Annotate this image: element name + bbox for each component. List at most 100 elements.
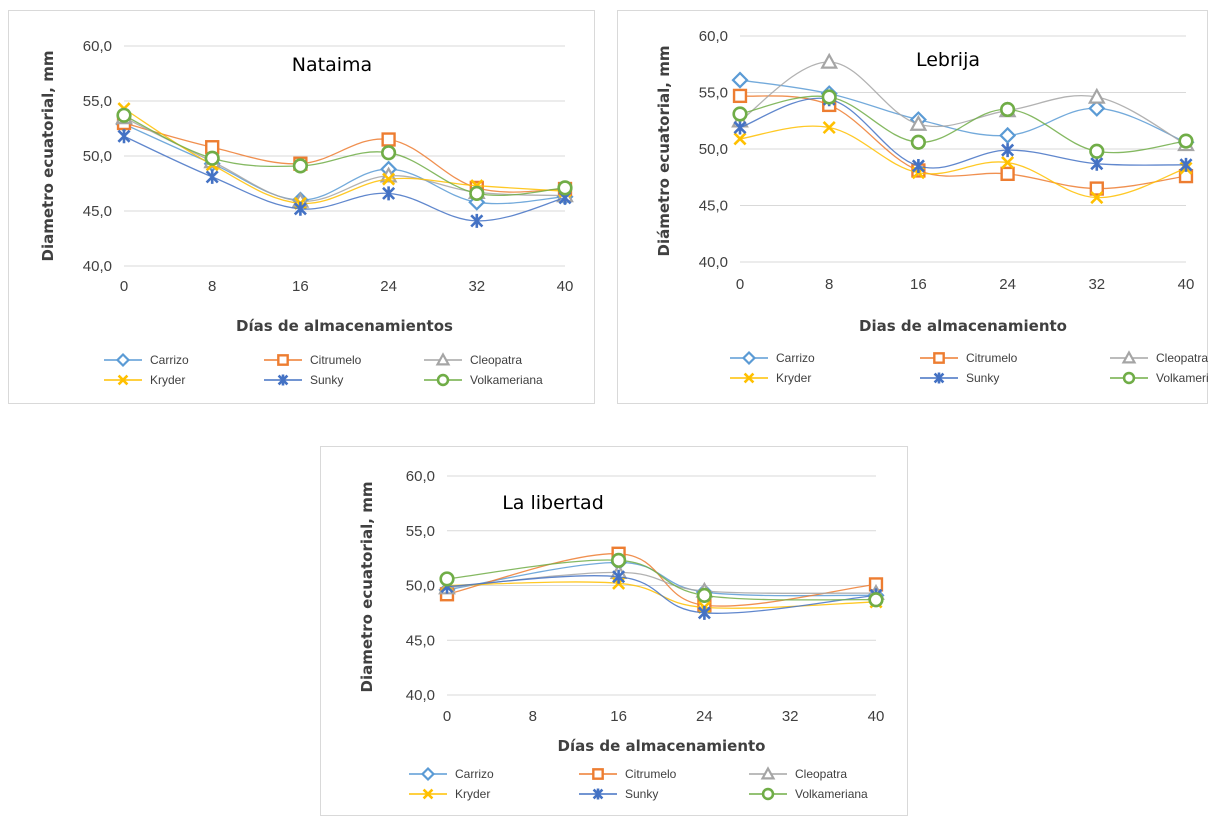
y-tick-label: 50,0 <box>83 148 112 165</box>
data-point <box>611 552 627 568</box>
legend-label: Volkameriana <box>470 373 543 387</box>
legend-item-kryder: Kryder <box>409 787 490 801</box>
legend-item-volkameriana: Volkameriana <box>1110 371 1209 385</box>
x-tick-label: 32 <box>1088 276 1105 293</box>
legend-label: Volkameriana <box>1156 371 1209 385</box>
chart-panel-lebrija: 40,0 45,0 50,0 55,0 60,0 0 8 16 24 32 40 Lebrija Diá… <box>617 10 1209 404</box>
legend-marker <box>761 787 775 801</box>
x-tick-label: 32 <box>782 708 799 725</box>
data-point <box>205 169 219 184</box>
series-citrumelo <box>732 88 1194 196</box>
y-tick-label: 40,0 <box>83 258 112 275</box>
data-point <box>732 106 748 122</box>
series-kryder <box>733 121 1193 205</box>
legend-label: Cleopatra <box>795 767 847 781</box>
x-tick-label: 0 <box>120 278 128 295</box>
y-tick-label: 50,0 <box>406 578 435 595</box>
gridlines <box>447 475 876 696</box>
chart-title: Nataima <box>292 54 372 76</box>
legend: Carrizo Citrumelo Cleopatra Kryder Sunky Volk… <box>409 766 868 801</box>
x-tick-label: 16 <box>910 276 927 293</box>
legend-marker <box>420 766 436 782</box>
series-line <box>446 575 877 614</box>
chart-title: La libertad <box>502 492 604 514</box>
legend-item-volkameriana: Volkameriana <box>424 373 543 387</box>
x-tick-label: 0 <box>443 708 451 725</box>
data-point <box>381 145 397 161</box>
data-point <box>293 201 307 216</box>
y-tick-label: 55,0 <box>406 523 435 540</box>
data-point <box>116 107 132 123</box>
legend-marker <box>741 350 757 366</box>
series-line <box>739 97 1187 169</box>
legend-label: Kryder <box>455 787 490 801</box>
series-line <box>739 79 1187 143</box>
y-tick-label: 60,0 <box>83 38 112 55</box>
legend-item-citrumelo: Citrumelo <box>920 351 1018 365</box>
x-tick-label: 8 <box>529 708 537 725</box>
legend-marker <box>277 374 289 386</box>
data-point <box>1001 156 1015 170</box>
y-tick-label: 45,0 <box>406 632 435 649</box>
data-point <box>382 186 396 201</box>
data-point <box>1090 156 1104 171</box>
series-line <box>123 114 566 197</box>
data-point <box>1000 101 1016 118</box>
data-point <box>382 172 396 186</box>
series-line <box>446 559 877 601</box>
series-line <box>739 95 1187 190</box>
y-tick-label: 50,0 <box>699 141 728 158</box>
y-axis-label: Diametro ecuatorial, mm <box>358 482 376 693</box>
chart-panel-la-libertad: 40,0 45,0 50,0 55,0 60,0 0 8 16 24 32 40 La liberta… <box>320 446 908 816</box>
legend-item-volkameriana: Volkameriana <box>749 787 868 801</box>
x-tick-label: 40 <box>557 278 574 295</box>
legend-label: Kryder <box>776 371 811 385</box>
data-point <box>1179 157 1193 172</box>
data-point <box>204 150 220 166</box>
data-point <box>911 158 925 173</box>
y-tick-label: 55,0 <box>699 85 728 102</box>
data-point <box>1001 143 1015 158</box>
legend-item-carrizo: Carrizo <box>104 352 189 368</box>
y-tick-label: 40,0 <box>406 687 435 704</box>
chart-panel-nataima: 40,0 45,0 50,0 55,0 60,0 0 8 16 24 32 40 Nataima Dia… <box>8 10 595 404</box>
series-line <box>123 116 566 202</box>
series-volkameriana <box>116 107 573 201</box>
data-point <box>1000 166 1015 182</box>
series-line <box>446 553 877 607</box>
data-point <box>612 569 626 584</box>
gridlines <box>740 35 1186 263</box>
data-point <box>821 89 837 105</box>
data-point <box>820 52 839 69</box>
legend-label: Volkameriana <box>795 787 868 801</box>
data-point <box>696 587 713 603</box>
series-sunky <box>117 129 572 228</box>
legend-item-kryder: Kryder <box>730 371 811 385</box>
data-point <box>469 185 485 201</box>
series-citrumelo <box>439 546 884 613</box>
data-point <box>1088 99 1106 117</box>
legend-label: Kryder <box>150 373 185 387</box>
legend-marker <box>117 374 129 386</box>
legend-label: Sunky <box>625 787 658 801</box>
data-point <box>909 114 928 131</box>
series-volkameriana <box>439 552 884 608</box>
legend-marker <box>435 352 451 366</box>
series-line <box>123 135 566 222</box>
gridlines <box>124 45 565 267</box>
data-point <box>910 134 927 150</box>
x-axis-label: Días de almacenamientos <box>236 317 453 335</box>
series-line <box>739 61 1187 146</box>
legend-label: Carrizo <box>455 767 494 781</box>
x-tick-label: 24 <box>380 278 397 295</box>
data-point <box>557 180 573 196</box>
legend-item-kryder: Kryder <box>104 373 185 387</box>
y-axis-label: Diametro ecuatorial, mm <box>39 51 57 262</box>
series-sunky <box>733 92 1193 173</box>
y-axis-label: Diámetro ecuatorial, mm <box>655 46 673 257</box>
y-tick-label: 45,0 <box>699 198 728 215</box>
legend-label: Sunky <box>966 371 999 385</box>
legend-marker <box>933 352 945 364</box>
legend-item-cleopatra: Cleopatra <box>424 352 522 367</box>
chart-nataima: 40,0 45,0 50,0 55,0 60,0 0 8 16 24 32 40 Nataima Dia… <box>39 38 574 387</box>
